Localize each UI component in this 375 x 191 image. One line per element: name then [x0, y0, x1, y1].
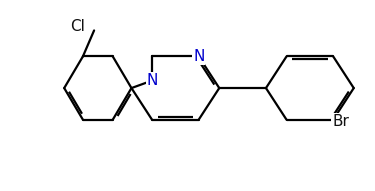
- Text: Cl: Cl: [70, 19, 85, 34]
- Text: N: N: [146, 73, 158, 88]
- Text: Br: Br: [332, 114, 349, 129]
- Text: N: N: [193, 49, 204, 64]
